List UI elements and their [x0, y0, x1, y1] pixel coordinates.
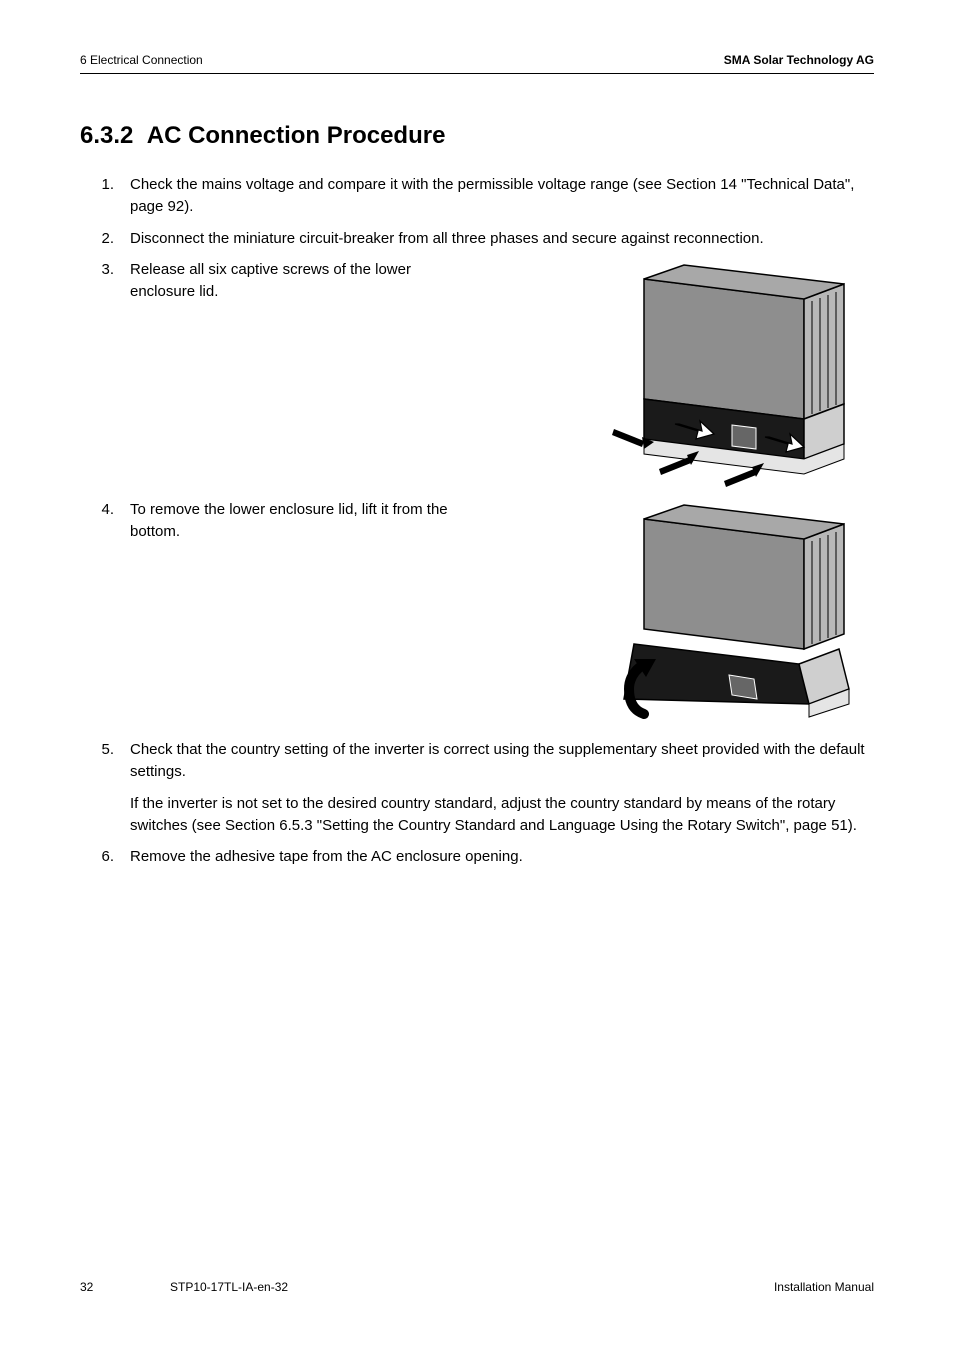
figure-lift-lid — [470, 499, 874, 729]
step-text: Check that the country setting of the in… — [130, 739, 874, 783]
step-1: 1. Check the mains voltage and compare i… — [100, 174, 874, 218]
step-5: 5. Check that the country setting of the… — [100, 739, 874, 836]
page-header: 6 Electrical Connection SMA Solar Techno… — [80, 53, 874, 74]
device-illustration-lift-icon — [574, 499, 874, 729]
step-text: To remove the lower enclosure lid, lift … — [130, 499, 470, 543]
figure-screws — [470, 259, 874, 489]
step-number: 1. — [100, 174, 130, 218]
section-heading: 6.3.2 AC Connection Procedure — [80, 122, 874, 150]
step-number: 3. — [100, 259, 130, 489]
footer-page-number: 32 — [80, 1280, 93, 1294]
step-text: Release all six captive screws of the lo… — [130, 259, 470, 303]
procedure-list: 1. Check the mains voltage and compare i… — [80, 174, 874, 868]
footer-doc-id: STP10-17TL-IA-en-32 — [170, 1280, 288, 1294]
step-number: 2. — [100, 228, 130, 250]
step-number: 5. — [100, 739, 130, 836]
step-number: 6. — [100, 846, 130, 868]
step-number: 4. — [100, 499, 130, 729]
footer-manual-label: Installation Manual — [774, 1280, 874, 1294]
step-2: 2. Disconnect the miniature circuit-brea… — [100, 228, 874, 250]
page-footer: 32 STP10-17TL-IA-en-32 Installation Manu… — [80, 1280, 874, 1294]
step-text: Remove the adhesive tape from the AC enc… — [130, 846, 874, 868]
header-left: 6 Electrical Connection — [80, 53, 203, 67]
step-3: 3. Release all six captive screws of the… — [100, 259, 874, 489]
section-number: 6.3.2 — [80, 122, 133, 149]
step-4: 4. To remove the lower enclosure lid, li… — [100, 499, 874, 729]
device-illustration-screws-icon — [574, 259, 874, 489]
header-right: SMA Solar Technology AG — [724, 53, 874, 67]
step-text-extra: If the inverter is not set to the desire… — [130, 793, 874, 837]
step-text: Disconnect the miniature circuit-breaker… — [130, 228, 874, 250]
step-6: 6. Remove the adhesive tape from the AC … — [100, 846, 874, 868]
step-text: Check the mains voltage and compare it w… — [130, 174, 874, 218]
section-title: AC Connection Procedure — [147, 122, 446, 149]
